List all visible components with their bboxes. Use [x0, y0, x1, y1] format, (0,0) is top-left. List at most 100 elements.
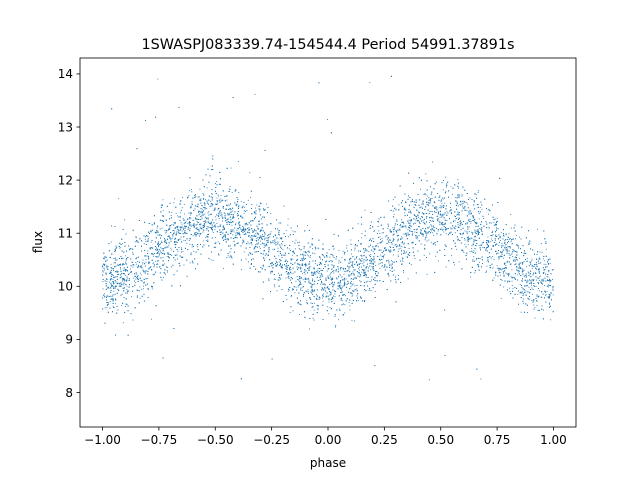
data-point [371, 263, 373, 265]
data-point [238, 205, 240, 206]
data-point [552, 289, 554, 291]
data-point [478, 213, 480, 215]
data-point [104, 269, 105, 271]
data-point [329, 276, 331, 278]
data-point [415, 235, 417, 237]
data-point [174, 198, 176, 200]
data-point [309, 328, 311, 330]
data-point [140, 274, 142, 276]
data-point [216, 214, 217, 216]
data-point [142, 288, 144, 290]
data-point [528, 243, 530, 245]
data-point [124, 306, 126, 307]
data-point [313, 267, 315, 269]
data-point [508, 233, 510, 235]
data-point [439, 216, 441, 218]
data-point [118, 290, 120, 292]
data-point [314, 274, 316, 275]
data-point [108, 281, 110, 283]
data-point [443, 231, 445, 233]
data-point [398, 275, 399, 276]
data-point [356, 256, 358, 257]
data-point [140, 288, 142, 290]
data-point [299, 314, 300, 315]
data-point [467, 232, 469, 234]
data-point [427, 227, 429, 229]
data-point [106, 307, 108, 309]
data-point [346, 244, 348, 246]
data-point [531, 287, 533, 289]
data-point [365, 257, 367, 259]
data-point [215, 219, 217, 221]
data-point [111, 273, 112, 275]
data-point [337, 281, 339, 283]
data-point [450, 212, 452, 213]
data-point [125, 274, 127, 276]
data-point [185, 220, 187, 222]
data-point [397, 224, 398, 225]
data-point [274, 286, 276, 288]
data-point [335, 277, 337, 279]
data-point [199, 225, 201, 227]
data-point [123, 270, 125, 272]
data-point [256, 238, 258, 240]
data-point [550, 293, 552, 295]
data-point [242, 217, 244, 219]
data-point [306, 254, 308, 256]
data-point [390, 260, 392, 262]
data-point [540, 243, 542, 245]
data-point [208, 220, 210, 222]
data-point [229, 212, 231, 214]
data-point [157, 231, 159, 233]
data-point [351, 284, 353, 286]
data-point [349, 305, 351, 307]
data-point [547, 276, 549, 278]
data-point [135, 278, 137, 280]
data-point [501, 242, 503, 244]
data-point [308, 281, 310, 283]
data-point [270, 213, 272, 214]
data-point [517, 293, 519, 295]
data-point [104, 307, 106, 309]
data-point [512, 238, 514, 240]
data-point [504, 245, 506, 247]
data-point [156, 227, 158, 229]
data-point [493, 225, 495, 226]
data-point [301, 259, 303, 261]
data-point [364, 248, 366, 249]
data-point [308, 263, 310, 265]
data-point [552, 279, 553, 280]
data-point [311, 287, 313, 289]
data-point [445, 190, 447, 192]
data-point [189, 190, 191, 192]
data-point [532, 265, 533, 267]
data-point [192, 235, 194, 237]
data-point [476, 203, 478, 205]
data-point [156, 232, 158, 234]
data-point [425, 194, 427, 196]
data-point [505, 234, 507, 236]
data-point [552, 289, 554, 291]
data-point [387, 259, 389, 261]
data-point [275, 235, 277, 237]
data-point [305, 251, 306, 253]
data-point [396, 221, 398, 222]
data-point [522, 295, 524, 297]
data-point [531, 267, 533, 269]
data-point [474, 272, 476, 274]
data-point [521, 281, 523, 283]
data-point [352, 294, 354, 296]
data-point [445, 229, 447, 231]
data-point [403, 250, 405, 251]
data-point [154, 253, 156, 254]
data-point [292, 272, 294, 274]
data-point [317, 279, 319, 281]
data-point [526, 260, 528, 262]
data-point [164, 263, 166, 265]
data-point [307, 225, 308, 226]
data-point [537, 228, 539, 230]
data-point [200, 219, 202, 220]
data-point [228, 214, 230, 216]
data-point [191, 201, 193, 203]
